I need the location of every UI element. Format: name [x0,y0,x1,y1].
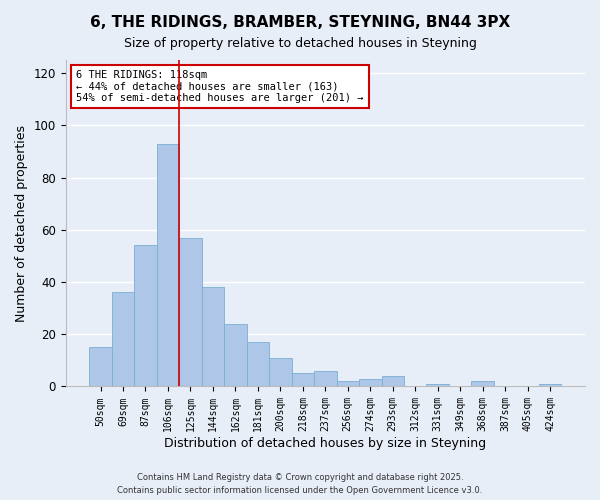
Bar [134,246,157,386]
Bar [539,384,562,386]
Bar [314,371,337,386]
Bar [112,292,134,386]
X-axis label: Distribution of detached houses by size in Steyning: Distribution of detached houses by size … [164,437,487,450]
Bar [337,381,359,386]
Y-axis label: Number of detached properties: Number of detached properties [15,124,28,322]
Bar [89,348,112,387]
Bar [472,381,494,386]
Bar [157,144,179,386]
Bar [382,376,404,386]
Bar [202,287,224,386]
Bar [269,358,292,386]
Bar [179,238,202,386]
Text: 6 THE RIDINGS: 118sqm
← 44% of detached houses are smaller (163)
54% of semi-det: 6 THE RIDINGS: 118sqm ← 44% of detached … [76,70,364,103]
Text: Size of property relative to detached houses in Steyning: Size of property relative to detached ho… [124,38,476,51]
Bar [427,384,449,386]
Text: Contains HM Land Registry data © Crown copyright and database right 2025.
Contai: Contains HM Land Registry data © Crown c… [118,473,482,495]
Bar [359,378,382,386]
Bar [224,324,247,386]
Bar [292,374,314,386]
Text: 6, THE RIDINGS, BRAMBER, STEYNING, BN44 3PX: 6, THE RIDINGS, BRAMBER, STEYNING, BN44 … [90,15,510,30]
Bar [247,342,269,386]
